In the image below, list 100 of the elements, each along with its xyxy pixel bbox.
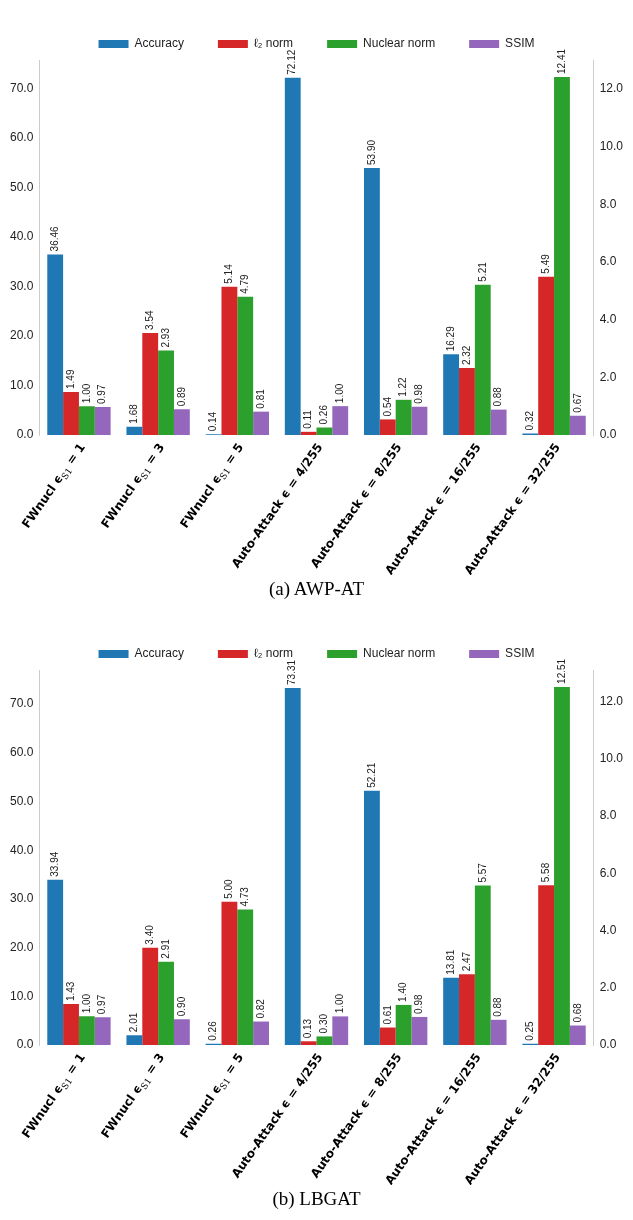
y-tick-label: 60.0: [10, 130, 34, 145]
data-label: 0.30: [318, 1013, 330, 1034]
bar: [221, 901, 238, 1045]
legend-label: ℓ₂ norm: [253, 646, 294, 661]
legend-label: Accuracy: [134, 36, 184, 51]
data-label: 2.47: [460, 951, 472, 972]
bar: [538, 276, 555, 435]
data-label: 13.81: [444, 949, 456, 975]
data-label: 0.90: [175, 996, 187, 1017]
data-label: 1.43: [64, 981, 76, 1002]
data-label: 4.73: [238, 886, 250, 907]
bar: [142, 947, 159, 1045]
bar: [94, 1017, 111, 1045]
data-label: 0.26: [318, 404, 330, 425]
bar: [253, 411, 269, 435]
bar: [490, 409, 507, 435]
data-label: 0.81: [254, 388, 266, 409]
data-label: 1.00: [80, 383, 92, 404]
bar: [332, 1016, 349, 1045]
bar: [569, 415, 586, 435]
bar: [126, 426, 143, 435]
bar: [395, 1004, 412, 1045]
y2-tick-label: 0.0: [599, 427, 617, 442]
data-label: 0.98: [413, 994, 425, 1014]
y-tick-label: 50.0: [10, 793, 34, 808]
bar: [411, 1016, 428, 1045]
bar: [300, 1041, 317, 1045]
data-label: 5.49: [539, 253, 551, 274]
data-label: 2.01: [128, 1012, 140, 1033]
data-label: 0.88: [492, 386, 504, 407]
y2-tick-label: 12.0: [599, 81, 624, 96]
data-label: 1.40: [397, 982, 409, 1002]
data-label: 52.21: [365, 762, 377, 788]
data-label: 0.98: [413, 383, 425, 404]
legend-label: Nuclear norm: [363, 646, 436, 661]
data-label: 1.49: [64, 369, 76, 390]
y2-tick-label: 2.0: [599, 980, 617, 995]
bar: [253, 1021, 269, 1045]
y-tick-label: 50.0: [10, 179, 34, 194]
data-label: 12.51: [555, 658, 567, 684]
data-label: 53.90: [365, 139, 377, 165]
data-label: 1.00: [80, 993, 92, 1014]
data-label: 4.79: [238, 273, 250, 294]
data-label: 0.97: [96, 994, 108, 1015]
text: (a) AWP-AT: [267, 578, 365, 600]
data-label: 5.57: [476, 862, 488, 883]
bar: [47, 879, 64, 1045]
bar: [569, 1025, 586, 1045]
legend-label: ℓ₂ norm: [253, 36, 294, 51]
y2-tick-label: 8.0: [599, 196, 617, 211]
bar: [173, 1019, 190, 1045]
data-label: 0.97: [96, 384, 108, 405]
bar: [364, 167, 380, 435]
bar: [94, 407, 111, 435]
y2-tick-label: 6.0: [599, 254, 617, 269]
data-label: 5.14: [223, 263, 235, 284]
y-tick-label: 20.0: [10, 939, 34, 954]
legend-label: SSIM: [505, 646, 535, 661]
bar: [237, 296, 254, 435]
data-label: 2.91: [159, 938, 171, 959]
data-label: 3.54: [143, 309, 155, 330]
data-label: 0.82: [254, 998, 266, 1019]
bar: [379, 419, 396, 435]
y2-tick-label: 4.0: [599, 311, 617, 326]
data-label: 0.26: [207, 1020, 219, 1041]
bar: [237, 909, 254, 1045]
data-label: 33.94: [48, 851, 60, 877]
data-label: 2.32: [460, 345, 472, 366]
y2-tick-label: 0.0: [599, 1037, 617, 1052]
data-label: 0.32: [524, 410, 536, 431]
y-tick-label: 40.0: [10, 842, 34, 857]
bar: [284, 77, 301, 435]
data-label: 1.00: [334, 383, 346, 404]
y2-tick-label: 12.0: [599, 693, 624, 708]
data-label: 16.29: [444, 325, 456, 352]
bar: [316, 1036, 333, 1045]
data-label: 0.61: [381, 1004, 393, 1025]
bar: [173, 409, 190, 435]
data-label: 36.46: [48, 225, 60, 252]
bar: [379, 1027, 396, 1045]
y-tick-label: 20.0: [10, 328, 34, 343]
bar: [300, 431, 317, 435]
bar: [126, 1035, 143, 1045]
data-label: 0.89: [175, 386, 187, 407]
y-tick-label: 0.0: [16, 1037, 34, 1052]
data-label: 2.93: [159, 327, 171, 348]
data-label: 0.67: [571, 392, 583, 413]
bar: [63, 1004, 79, 1045]
data-label: 5.00: [223, 878, 235, 899]
legend-label: Nuclear norm: [363, 36, 436, 51]
bar: [554, 77, 570, 435]
bar: [395, 399, 412, 435]
bar: [78, 1016, 95, 1045]
y-tick-label: 40.0: [10, 229, 34, 244]
data-label: 1.00: [334, 993, 346, 1014]
bar: [142, 332, 159, 435]
data-label: 0.14: [207, 411, 219, 432]
bar: [158, 961, 174, 1045]
bar: [474, 885, 491, 1045]
bar: [78, 406, 95, 435]
